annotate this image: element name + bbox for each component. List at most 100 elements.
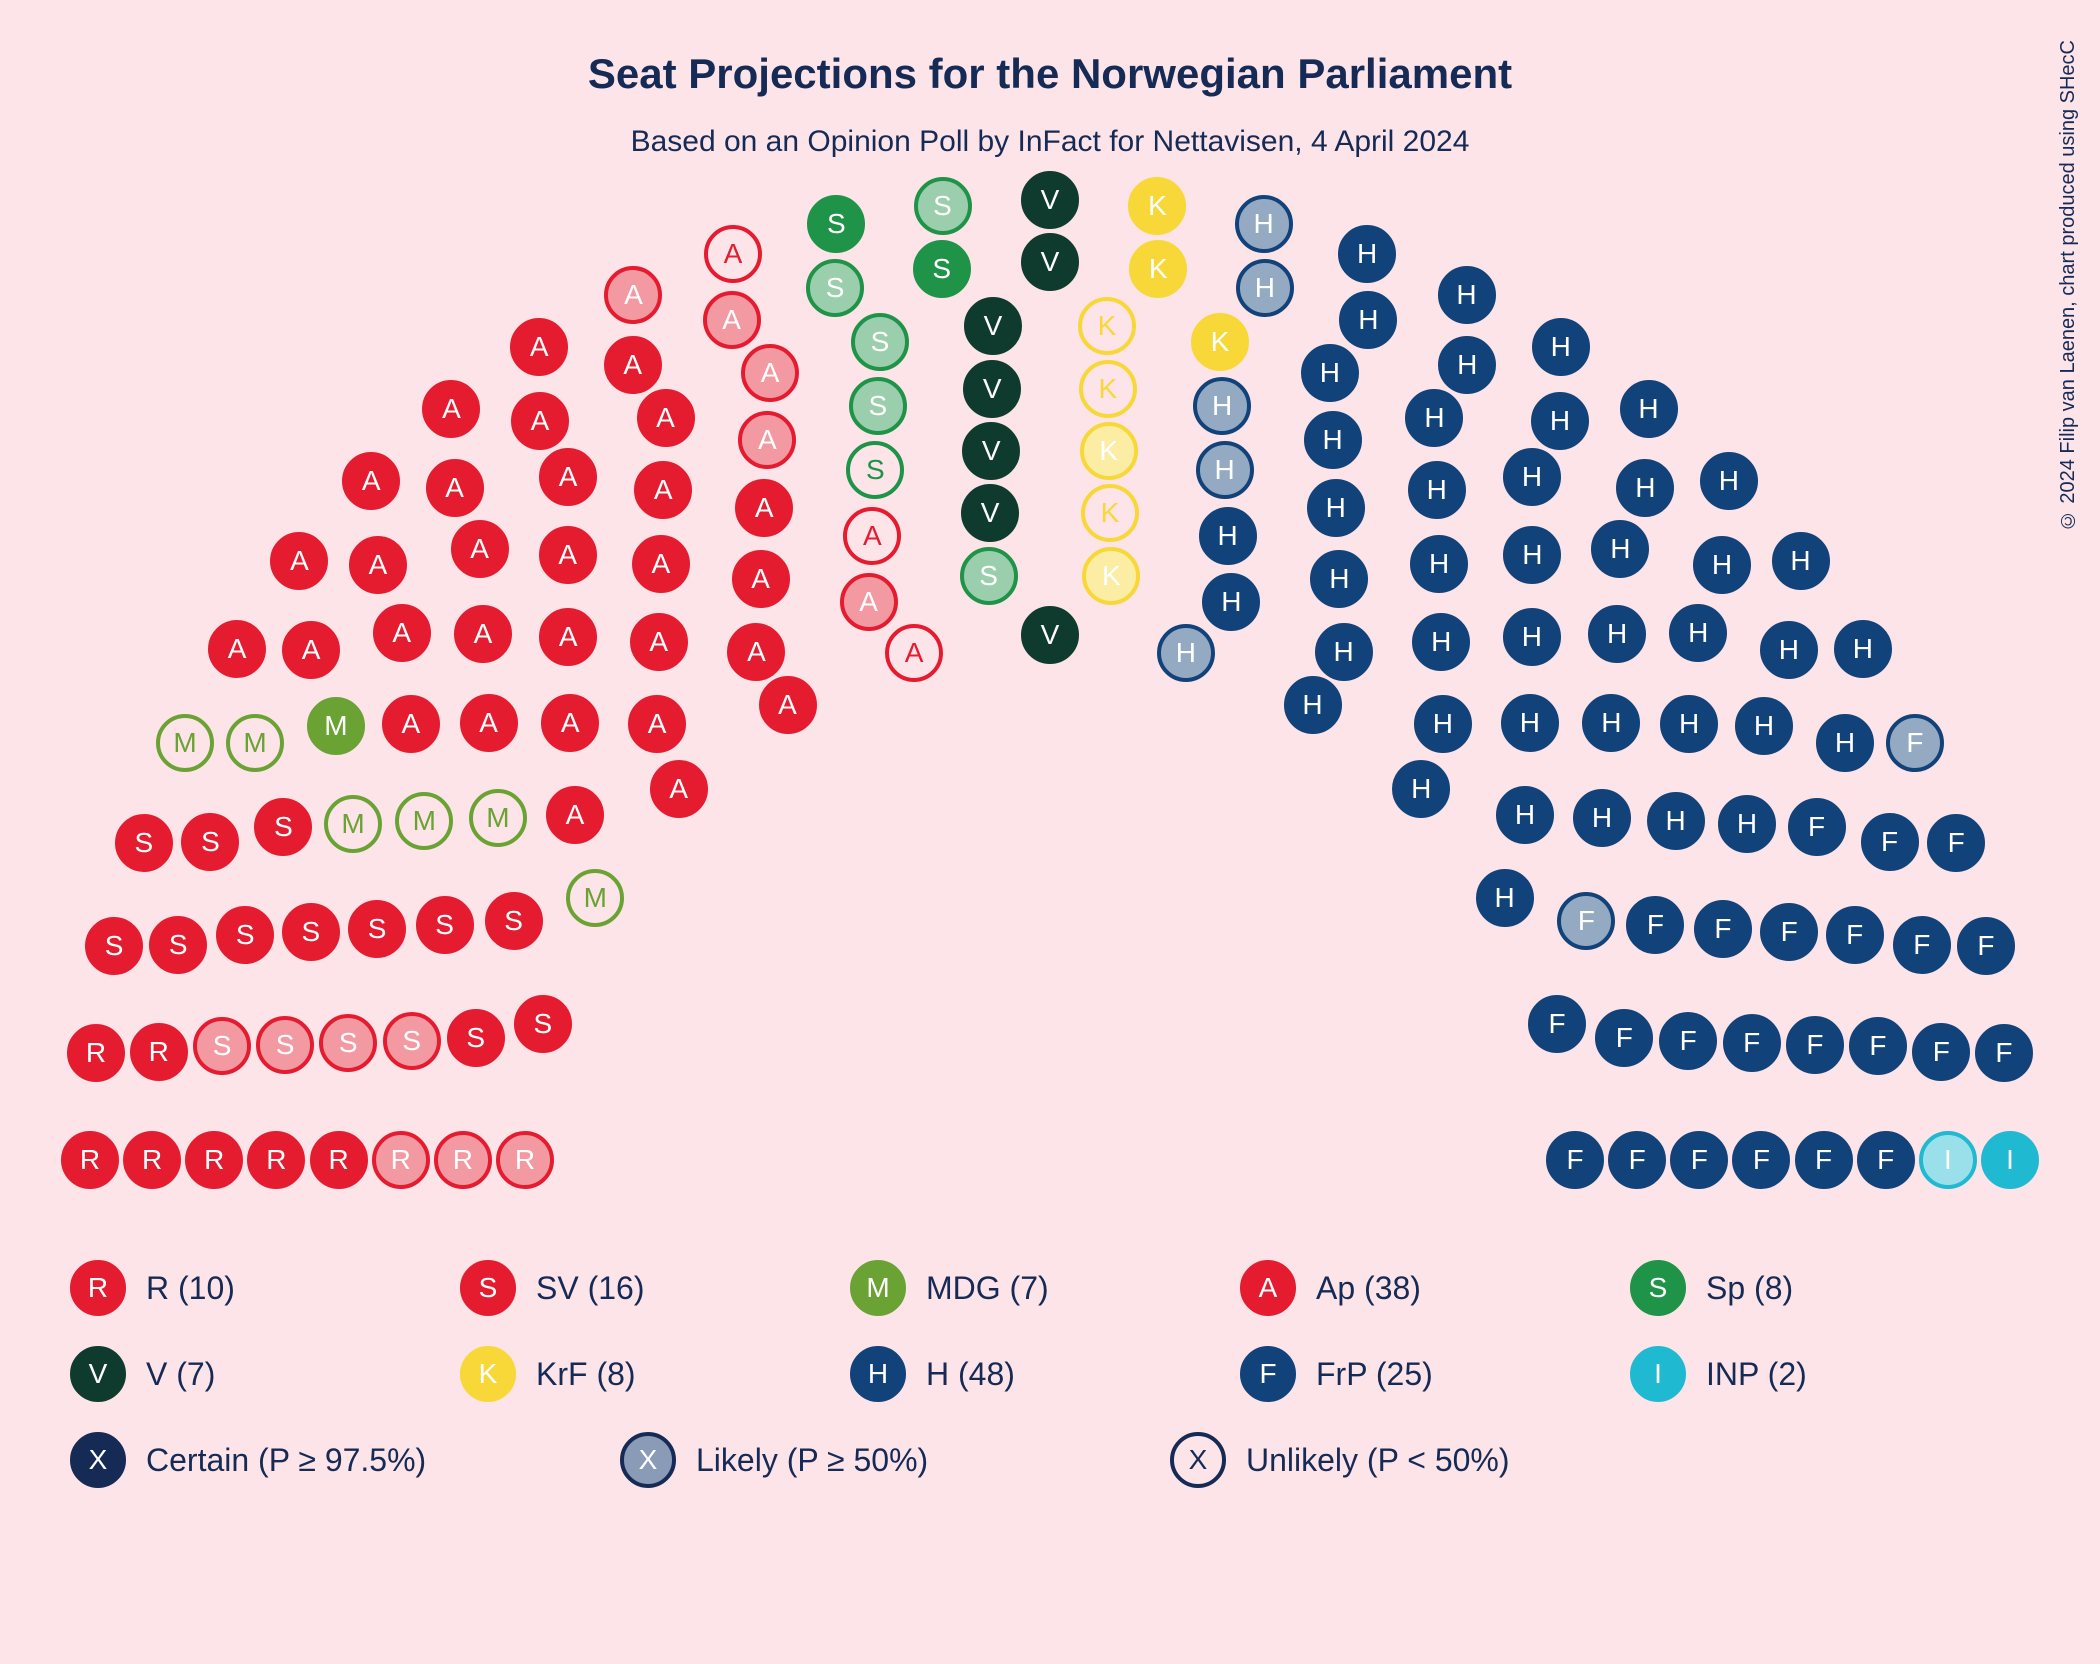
legend-swatch: M (850, 1260, 906, 1316)
seat: H (1735, 697, 1793, 755)
seat: A (451, 520, 509, 578)
seat: A (732, 550, 790, 608)
seat: S (416, 896, 474, 954)
seat: A (541, 694, 599, 752)
legend-swatch: A (1240, 1260, 1296, 1316)
seat: A (840, 573, 898, 631)
seat: F (1927, 814, 1985, 872)
seat: H (1392, 760, 1450, 818)
seat: F (1795, 1131, 1853, 1189)
legend-swatch: S (460, 1260, 516, 1316)
seat: S (485, 892, 543, 950)
seat: H (1202, 573, 1260, 631)
seat: V (961, 484, 1019, 542)
seat: S (115, 814, 173, 872)
seat: H (1531, 392, 1589, 450)
seat: H (1700, 452, 1758, 510)
seat: A (539, 608, 597, 666)
seat: H (1235, 195, 1293, 253)
seat: R (310, 1131, 368, 1189)
seat: S (193, 1017, 251, 1075)
seat: A (637, 389, 695, 447)
legend-label: SV (16) (536, 1270, 644, 1307)
legend-party: FFrP (25) (1240, 1346, 1590, 1402)
seat: S (319, 1014, 377, 1072)
seat: A (885, 624, 943, 682)
seat: F (1670, 1131, 1728, 1189)
seat: H (1196, 441, 1254, 499)
seat: F (1786, 1016, 1844, 1074)
seat: S (807, 195, 865, 253)
seat: H (1501, 694, 1559, 752)
seat: H (1582, 694, 1640, 752)
seat: H (1660, 695, 1718, 753)
seat: K (1082, 547, 1140, 605)
legend-party: RR (10) (70, 1260, 420, 1316)
legend-party: SSp (8) (1630, 1260, 1980, 1316)
seat: H (1405, 389, 1463, 447)
seat: A (539, 526, 597, 584)
legend-swatch: H (850, 1346, 906, 1402)
legend-label: V (7) (146, 1356, 215, 1393)
seat: S (913, 240, 971, 298)
legend-party: AAp (38) (1240, 1260, 1590, 1316)
seat: R (372, 1131, 430, 1189)
seat: K (1079, 360, 1137, 418)
seat: A (604, 266, 662, 324)
seat: H (1157, 624, 1215, 682)
seat: K (1080, 422, 1138, 480)
seat: H (1338, 225, 1396, 283)
seat: A (382, 695, 440, 753)
seat: F (1557, 892, 1615, 950)
seat: F (1912, 1023, 1970, 1081)
seat: H (1816, 714, 1874, 772)
seat: K (1129, 240, 1187, 298)
seat: F (1857, 1131, 1915, 1189)
seat: H (1718, 795, 1776, 853)
seat: S (282, 903, 340, 961)
seat: A (342, 452, 400, 510)
seat: F (1975, 1024, 2033, 1082)
seat: F (1694, 900, 1752, 958)
seat: H (1236, 259, 1294, 317)
chart-title: Seat Projections for the Norwegian Parli… (0, 50, 2100, 98)
seat: I (1919, 1131, 1977, 1189)
seat: F (1608, 1131, 1666, 1189)
hemicycle-chart: RRRRRRRRRRSSSSSSSSSSSSSSSSMMMMMMMAAAAAAA… (50, 200, 2050, 1200)
seat: H (1496, 786, 1554, 844)
seat: A (282, 621, 340, 679)
seat: H (1408, 461, 1466, 519)
seat: K (1078, 297, 1136, 355)
seat: M (395, 792, 453, 850)
seat: H (1193, 377, 1251, 435)
seat: H (1339, 291, 1397, 349)
seat: S (849, 377, 907, 435)
seat: V (1021, 233, 1079, 291)
seat: A (539, 448, 597, 506)
seat: H (1588, 605, 1646, 663)
seat: A (738, 411, 796, 469)
legend-party: KKrF (8) (460, 1346, 810, 1402)
legend-swatch: X (620, 1432, 676, 1488)
legend-label: INP (2) (1706, 1356, 1807, 1393)
legend-swatch: I (1630, 1346, 1686, 1402)
seat: H (1284, 676, 1342, 734)
seat: R (130, 1023, 188, 1081)
seat: V (1021, 606, 1079, 664)
seat: A (349, 536, 407, 594)
legend-label: R (10) (146, 1270, 235, 1307)
seat: F (1826, 906, 1884, 964)
seat: K (1128, 177, 1186, 235)
seat: F (1626, 896, 1684, 954)
seat: H (1476, 869, 1534, 927)
legend-label: Sp (8) (1706, 1270, 1793, 1307)
seat: S (383, 1012, 441, 1070)
seat: A (422, 380, 480, 438)
seat: K (1081, 484, 1139, 542)
seat: S (851, 313, 909, 371)
chart-subtitle: Based on an Opinion Poll by InFact for N… (0, 125, 2100, 159)
legend-party: S SV (16) (460, 1260, 810, 1316)
seat: A (270, 532, 328, 590)
seat: M (226, 714, 284, 772)
seat: F (1788, 798, 1846, 856)
